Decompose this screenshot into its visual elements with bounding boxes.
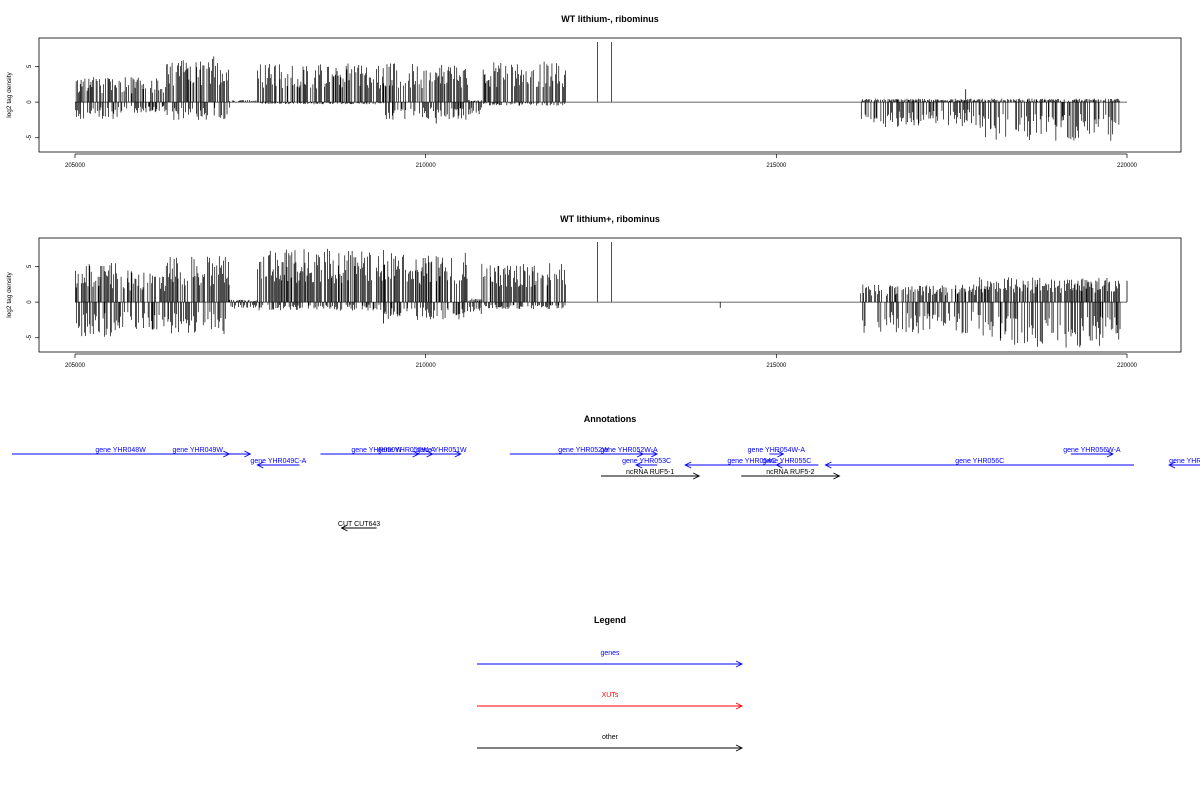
x-tick-label: 205000 [65, 363, 86, 369]
arrowhead [692, 472, 701, 480]
x-axis: 205000 210000 215000 220000 [65, 153, 1138, 169]
legend-entry: XUTs [477, 692, 744, 710]
y-axis-label: log2 tag density [6, 71, 13, 117]
legend-label: XUTs [602, 692, 619, 699]
annotation-label: gene YHR048W [95, 447, 146, 454]
track-title: WT lithium-, ribominus [561, 14, 659, 24]
annotation-label: gene YHR055C [762, 458, 811, 465]
x-tick-label: 215000 [766, 363, 787, 369]
track-1: WT lithium-, ribominus -5 0 5 log2 tag densi… [6, 14, 1182, 169]
annotation-feature: gene YHR050W-A [378, 447, 436, 458]
annotation-feature: gene YHR056W-A [1063, 447, 1121, 458]
arrowhead [735, 744, 744, 752]
annotation-label: gene YHR050W-A [378, 447, 436, 454]
annotation-label: gene YHR053C [622, 458, 671, 465]
arrowhead [775, 461, 783, 469]
annotation-label: gene YHR056C [955, 458, 1004, 465]
annotation-feature: gene YHR049C-A [250, 458, 307, 469]
annotation-feature: CUT CUT643 [338, 521, 380, 532]
arrowhead [824, 461, 832, 469]
annotation-feature: gene YHR049W [145, 447, 252, 458]
arrowhead [256, 461, 264, 469]
annotation-label: gene YHR049W [172, 447, 223, 454]
annotation-feature: gene YHR051W [416, 447, 467, 458]
density-bars [75, 56, 1121, 141]
annotation-feature: gene YHR055C [762, 458, 811, 469]
y-tick-label: -5 [27, 134, 33, 140]
annotation-feature: gene YHR053C [622, 458, 671, 469]
x-tick-label: 210000 [416, 163, 437, 169]
x-tick-label: 210000 [416, 363, 437, 369]
legend-entry: other [477, 734, 744, 752]
arrowhead [650, 450, 659, 458]
arrowhead [777, 450, 785, 458]
annotation-label: gene YHR054W-A [748, 447, 806, 454]
annotation-label: CUT CUT643 [338, 521, 380, 528]
y-tick-label: 0 [27, 300, 33, 304]
x-axis: 205000 210000 215000 220000 [65, 353, 1138, 369]
annotation-label: gene YHR050W [351, 447, 402, 454]
legend-label: other [602, 734, 619, 741]
annotation-label: gene YHR056W-A [1063, 447, 1121, 454]
annotation-feature: ncRNA RUF5-2 [741, 469, 841, 480]
plot-frame [38, 237, 1182, 353]
annotation-label: gene YHR051W [416, 447, 467, 454]
x-tick-label: 220000 [1117, 163, 1138, 169]
y-tick-label: 5 [27, 64, 33, 68]
legend-panel: Legend genes XUTs other [477, 615, 744, 752]
arrowhead [244, 450, 252, 458]
arrowhead [684, 461, 692, 469]
y-tick-label: -5 [27, 334, 33, 340]
legend-entry: genes [477, 650, 744, 668]
legend-title: Legend [594, 615, 626, 625]
y-tick-label: 0 [27, 100, 33, 104]
arrowhead [412, 450, 420, 458]
annotations-title: Annotations [584, 414, 637, 424]
annotation-panel: Annotations gene YHR048W gene YHR049W gene … [11, 414, 1200, 532]
y-axis: -5 0 5 log2 tag density [6, 64, 40, 140]
y-axis-label: log2 tag density [6, 271, 13, 317]
annotation-feature: gene YHR056C [824, 458, 1135, 469]
track-2: WT lithium+, ribominus -5 0 5 log2 tag densi… [6, 214, 1182, 369]
arrowhead [340, 524, 348, 532]
annotation-feature: ncRNA RUF5-1 [601, 469, 701, 480]
density-bars [75, 248, 1128, 348]
x-tick-label: 220000 [1117, 363, 1138, 369]
arrowhead [1106, 450, 1114, 458]
arrowhead [735, 702, 744, 710]
arrowhead [636, 450, 645, 458]
annotation-feature: gene YHR054W-A [748, 447, 806, 458]
annotation-label: gene YHR049C-A [250, 458, 306, 465]
track-title: WT lithium+, ribominus [560, 214, 660, 224]
annotation-label: ncRNA RUF5-1 [626, 469, 674, 476]
arrowhead [454, 450, 462, 458]
annotation-label: gene YHR054C [727, 458, 776, 465]
y-axis: -5 0 5 log2 tag density [6, 264, 40, 340]
x-tick-label: 205000 [65, 163, 86, 169]
arrowhead [833, 472, 841, 480]
arrowhead [1168, 461, 1176, 469]
arrowhead [635, 461, 643, 469]
annotation-feature: gene YHR052W-A [600, 447, 658, 458]
legend-label: genes [600, 650, 620, 657]
annotation-label: gene YHR052W-A [600, 447, 658, 454]
y-tick-label: 5 [27, 264, 33, 268]
annotation-feature: gene YHR057C [1168, 458, 1200, 469]
annotation-label: gene YHR052W [558, 447, 609, 454]
coverage-tracks: WT lithium-, ribominus -5 0 5 log2 tag densi… [6, 14, 1182, 369]
annotation-label: ncRNA RUF5-2 [766, 469, 814, 476]
arrowhead [735, 660, 744, 668]
x-tick-label: 215000 [766, 163, 787, 169]
annotation-label: gene YHR057C [1169, 458, 1200, 465]
